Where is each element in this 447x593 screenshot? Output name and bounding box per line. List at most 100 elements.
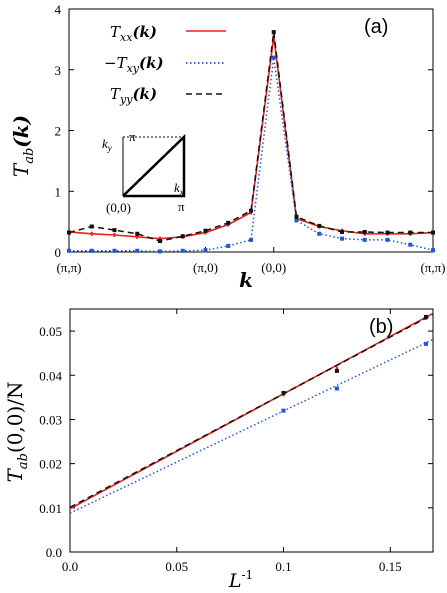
- panel-a-point-yy: [67, 230, 71, 235]
- panel-a-point-yy: [408, 230, 413, 235]
- svg-text:Tyy(k): Tyy(k): [110, 85, 157, 106]
- panel-b-y-tick-label: 0.05: [39, 324, 62, 339]
- legend-txx-arg: (k): [132, 23, 157, 41]
- panel-a-point-yy: [89, 224, 94, 229]
- panel-a-point-xy: [203, 248, 208, 253]
- legend-txy-sub: xy: [127, 62, 140, 75]
- svg-text:Txx(k): Txx(k): [110, 23, 157, 44]
- panel-b-series-xy: [69, 338, 434, 514]
- panel-a-point-xy: [67, 248, 71, 253]
- panel-a-point-xy: [226, 243, 231, 248]
- panel-b-x-axis-label: L-1: [228, 568, 253, 592]
- panel-a-point-yy: [226, 220, 231, 225]
- panel-b-fit-yy: [69, 313, 434, 509]
- panel-a-point-xy: [408, 242, 413, 247]
- panel-a-point-yy: [112, 228, 117, 233]
- panel-b-y-tick-label: 0.03: [39, 412, 62, 427]
- panel-b: 0.0 0.01 0.02 0.03 0.04 0.05 0.0 0.05 0.1 0.15 (…: [3, 308, 434, 592]
- panel-a-point-xy: [112, 248, 117, 253]
- panel-a-point-yy: [385, 230, 390, 235]
- panel-a-y-tick-label: 3: [55, 63, 62, 78]
- panel-a-x-tick-label: (π,π): [56, 260, 81, 275]
- panel-b-point-yy: [334, 368, 339, 373]
- panel-a-point-xy: [340, 236, 344, 241]
- panel-a-point-yy: [294, 214, 299, 219]
- panel-a-y-tick-label: 2: [55, 124, 62, 139]
- panel-b-x-tick-label: 0.05: [165, 559, 188, 574]
- panel-a-point-xy: [249, 237, 253, 242]
- legend-txy-arg: (k): [139, 54, 164, 72]
- panel-b-point-yy: [423, 314, 428, 319]
- legend-tyy-sub: yy: [119, 93, 133, 106]
- panel-a-legend: Txx(k) −Txy(k) Tyy(k): [104, 23, 226, 106]
- panel-a-point-xy: [180, 248, 185, 253]
- inset-kx-main: k: [174, 180, 180, 195]
- panel-a-y-label-main: T: [9, 162, 33, 177]
- panel-a-y-label-arg: (k): [9, 115, 33, 148]
- panel-b-point-xy: [423, 341, 428, 346]
- panel-a-y-tick-label: 4: [55, 2, 62, 17]
- panel-a-series-xy: [67, 55, 435, 254]
- legend-tyy-arg: (k): [132, 85, 157, 103]
- panel-a-point-yy: [203, 228, 208, 233]
- legend-txx-main: T: [110, 23, 121, 41]
- panel-b-y-label-arg: (0,0)/N: [3, 381, 27, 453]
- panel-a-point-xy: [158, 249, 162, 254]
- panel-b-y-tick-label: 0.04: [39, 368, 62, 383]
- panel-b-x-label-main: L: [228, 570, 242, 592]
- legend-txy-main: −T: [104, 54, 128, 72]
- panel-a-label: (a): [364, 16, 388, 38]
- inset-pi-y-label: π: [129, 129, 136, 144]
- panel-a-x-tick-label: (π,0): [193, 260, 218, 275]
- panel-b-x-ticks: 0.0 0.05 0.1 0.15: [62, 309, 402, 574]
- panel-a-y-tick-label: 1: [55, 184, 62, 199]
- inset-ky-sub: y: [107, 143, 112, 153]
- panel-a-point-xy: [317, 231, 322, 236]
- panel-b-point-xy: [334, 386, 339, 391]
- panel-a-point-yy: [271, 30, 276, 35]
- panel-a-point-xy: [294, 218, 299, 223]
- inset-kx-sub: x: [179, 187, 184, 197]
- panel-a-point-yy: [180, 234, 185, 239]
- panel-b-fit-xy: [69, 338, 434, 514]
- panel-b-y-tick-label: 0.02: [39, 457, 62, 472]
- panel-b-x-tick-label: 0.1: [275, 559, 291, 574]
- panel-b-y-axis-label: Tab(0,0)/N: [3, 381, 31, 482]
- inset-path: [122, 134, 186, 198]
- panel-a-point-xy: [271, 55, 276, 60]
- panel-a-point-xy: [431, 248, 435, 253]
- panel-a-x-tick-label: (π,π): [420, 260, 445, 275]
- panel-b-x-tick-label: 0.15: [379, 559, 402, 574]
- inset-ky-main: k: [102, 136, 108, 151]
- legend-entry-txx: Txx(k): [110, 23, 226, 44]
- panel-a-point-xy: [362, 237, 367, 242]
- panel-a-point-yy: [431, 230, 435, 235]
- panel-a-point-yy: [317, 223, 322, 228]
- legend-tyy-main: T: [110, 85, 121, 103]
- inset-pi-x-label: π: [178, 199, 185, 214]
- inset-ky-label: ky: [102, 136, 112, 153]
- panel-a-series-yy: [67, 30, 435, 244]
- panel-a-point-xy: [385, 237, 390, 242]
- panel-b-label: (b): [369, 316, 393, 338]
- panel-b-y-ticks: 0.0 0.01 0.02 0.03 0.04 0.05: [39, 324, 433, 560]
- panel-a-x-tick-label: (0,0): [261, 260, 286, 275]
- panel-b-point-xy: [281, 408, 286, 413]
- inset-kx-label: kx: [174, 180, 184, 197]
- panel-a-point-yy: [340, 229, 344, 234]
- panel-a-point-yy: [362, 229, 367, 234]
- panel-a-point-xy: [89, 248, 94, 253]
- panel-b-y-tick-label: 0.01: [39, 501, 62, 516]
- panel-b-series: [69, 312, 434, 514]
- panel-b-x-tick-label: 0.0: [62, 559, 78, 574]
- panel-b-series-yy: [69, 313, 434, 509]
- panel-b-point-yy: [281, 390, 286, 395]
- panel-a-point-yy: [135, 231, 140, 236]
- panel-a-x-axis-label: k: [239, 268, 253, 292]
- panel-a-y-axis-label: Tab(k): [9, 115, 37, 177]
- panel-a-series: [67, 30, 435, 254]
- legend-entry-tyy: Tyy(k): [110, 85, 226, 106]
- legend-entry-txy: −Txy(k): [104, 54, 226, 75]
- panel-a-x-ticks: (π,π) (π,0) (0,0) (π,π): [56, 247, 446, 275]
